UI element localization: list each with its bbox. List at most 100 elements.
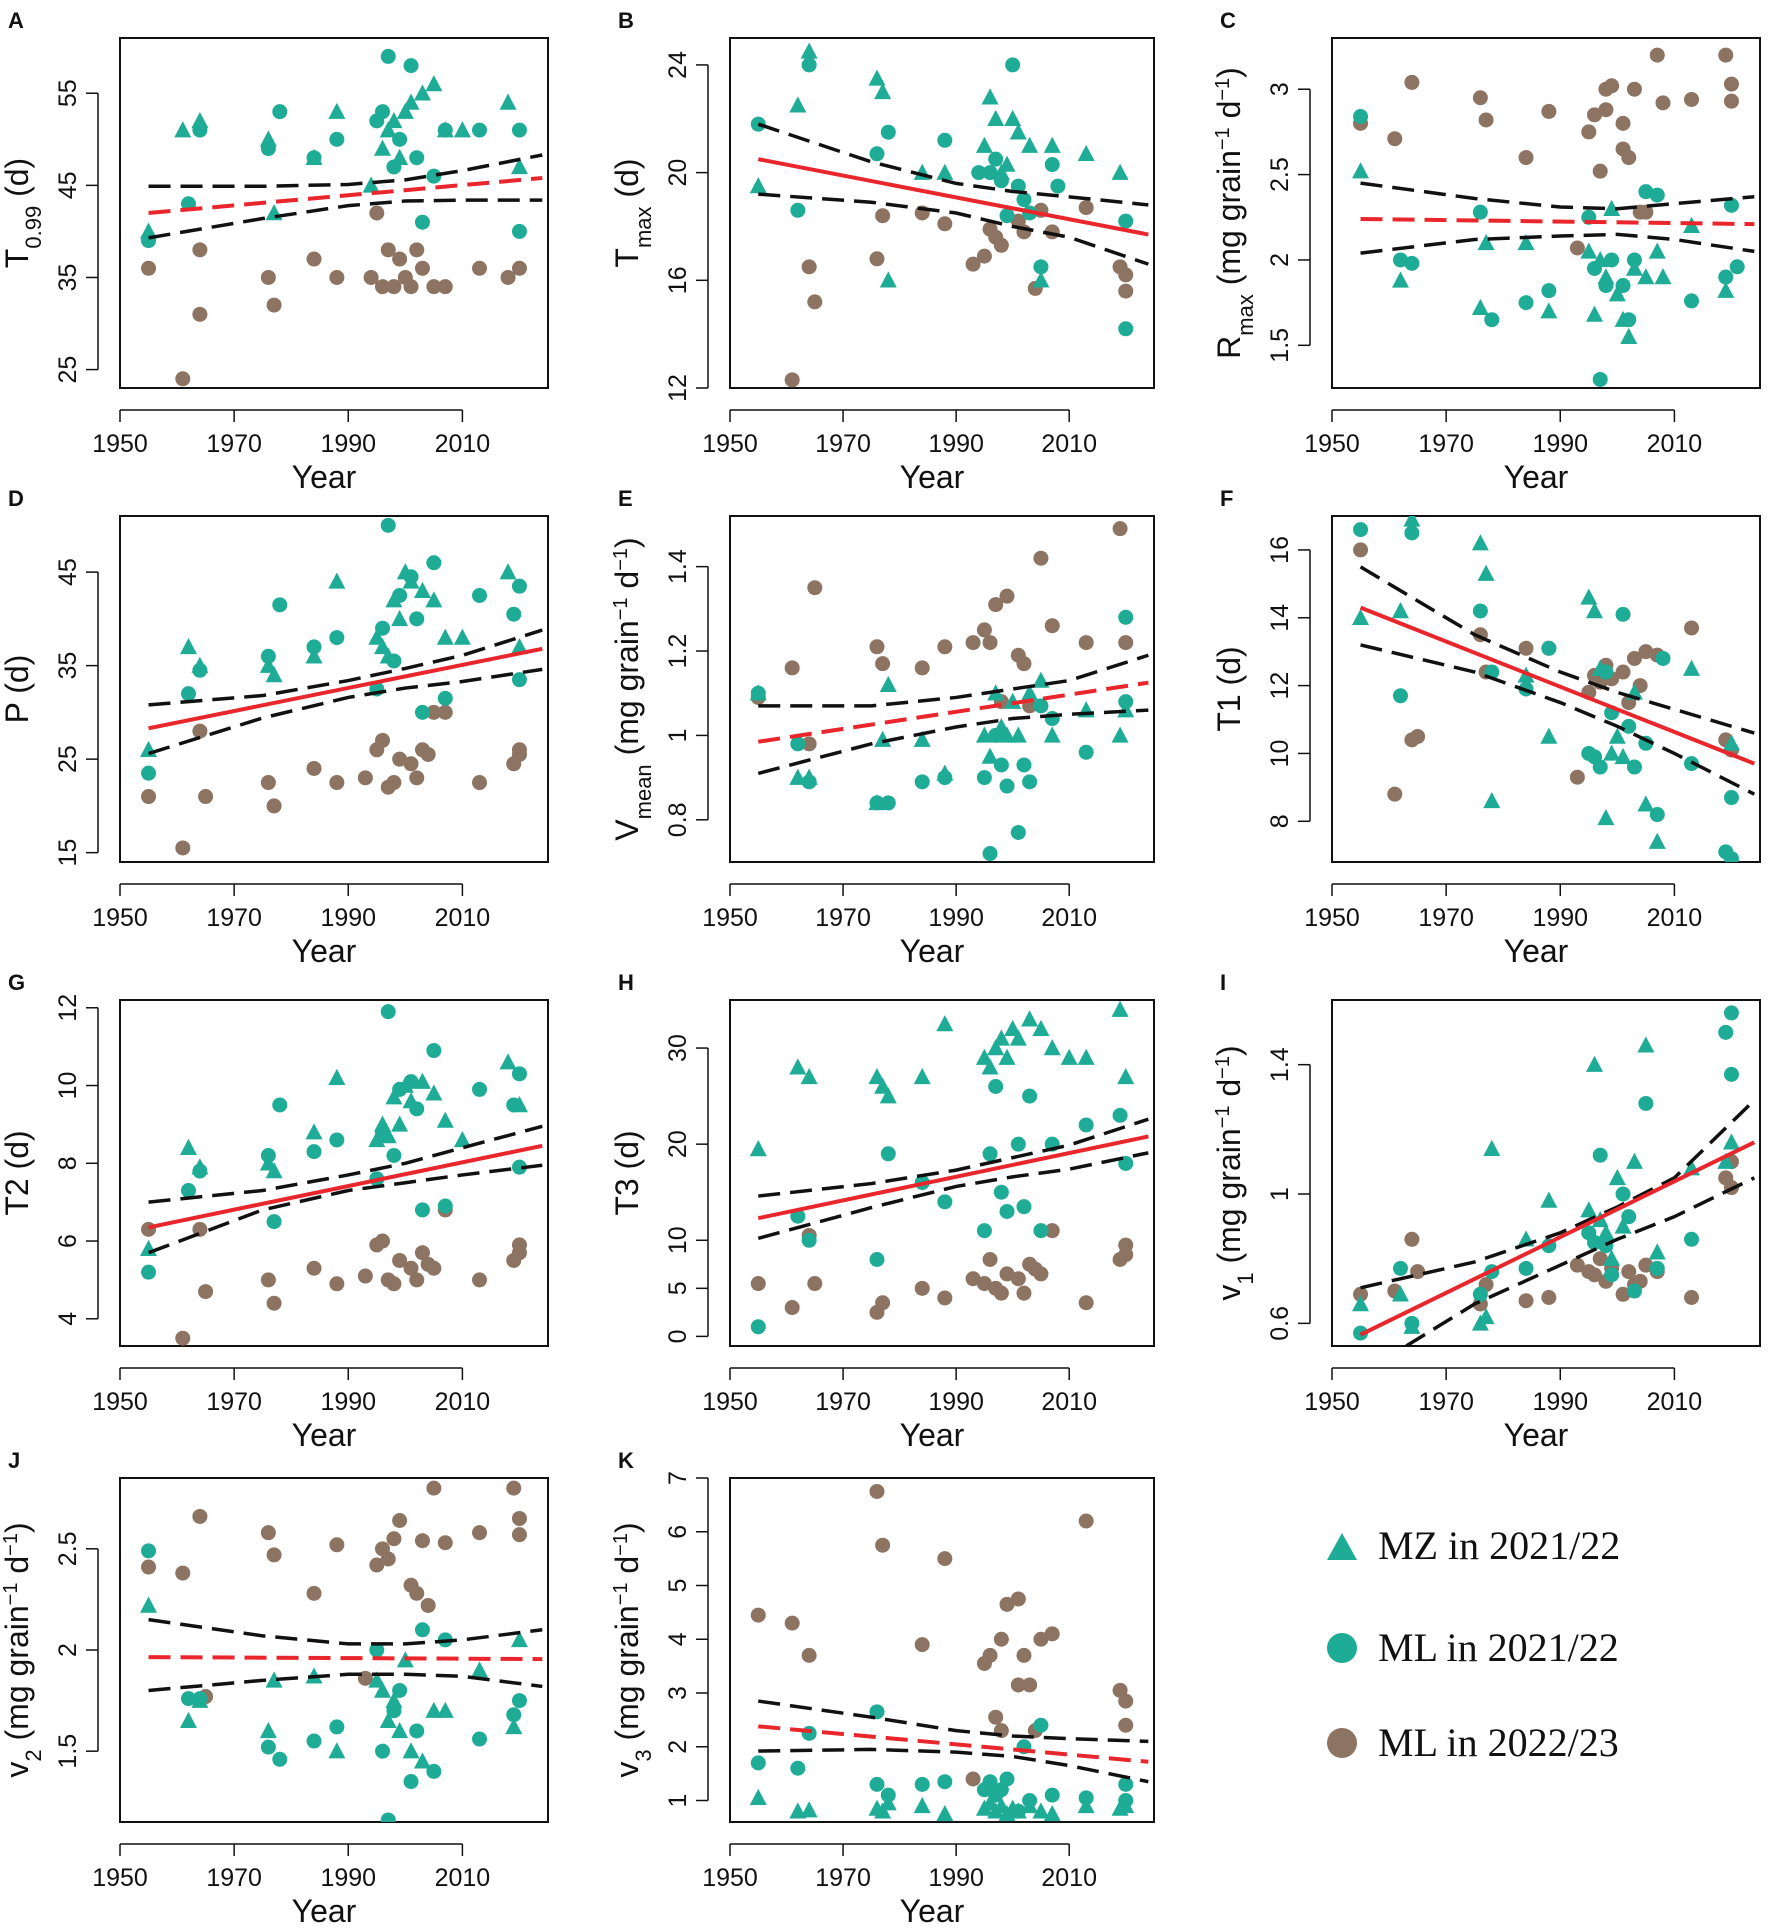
- panel-e-y-tick-label: 0.8: [664, 802, 692, 837]
- panel-c-point-ml21: [1649, 187, 1665, 203]
- panel-h-point-mz: [1117, 1067, 1135, 1085]
- panel-k-point-ml22: [1044, 1626, 1060, 1642]
- panel-h-point-mz: [936, 1015, 954, 1032]
- panel-c-point-ml22: [1472, 90, 1488, 106]
- panel-i-point-ml22: [1353, 1286, 1369, 1302]
- panel-f-point-mz: [1637, 795, 1655, 812]
- legend-triangle-marker: [1327, 1533, 1357, 1560]
- panel-i-point-mz: [1717, 1152, 1735, 1169]
- panel-g-point-ml22: [409, 1272, 425, 1288]
- panel-e-point-mz: [1009, 726, 1027, 743]
- panel-k-y-tick-label: 2: [664, 1740, 692, 1754]
- panel-d-point-ml21: [329, 630, 345, 646]
- panel-k-point-ml22: [875, 1537, 891, 1553]
- panel-i-point-mz: [1614, 1217, 1632, 1234]
- panel-f-point-mz: [1471, 534, 1489, 551]
- panel-c-x-tick-label: 1970: [1418, 430, 1474, 458]
- panel-e-ci-upper-line: [758, 653, 1149, 708]
- panel-d-point-ml21: [426, 555, 442, 571]
- panel-g-point-ml22: [141, 1221, 157, 1237]
- panel-d-plot-area: [140, 517, 543, 856]
- panel-f-x-tick-label: 2010: [1647, 904, 1703, 932]
- panel-k-x-tick-label: 1990: [928, 1864, 984, 1892]
- panel-c-point-mz: [1580, 242, 1598, 259]
- panel-d-point-ml22: [192, 723, 208, 739]
- panel-g-point-ml22: [357, 1268, 373, 1284]
- panel-e-point-ml21: [1010, 824, 1026, 840]
- panel-k-x-tick-label: 2010: [1041, 1864, 1097, 1892]
- panel-g-point-ml21: [426, 1043, 442, 1059]
- panel-i-plot-area: [1352, 1005, 1756, 1346]
- panel-c-plot-area: [1352, 47, 1755, 387]
- panel-i-point-ml21: [1626, 1283, 1642, 1299]
- panel-e-ci-lower-line: [757, 708, 1149, 776]
- panel-b-point-mz: [1032, 271, 1050, 288]
- panel-h-point-mz: [874, 1077, 892, 1094]
- panel-c-point-ml22: [1581, 124, 1597, 140]
- panel-g-ci-lower-line: [147, 1163, 543, 1255]
- panel-f-point-ml22: [1518, 640, 1534, 656]
- panel-i-y-tick-label: 0.6: [1266, 1306, 1294, 1341]
- panel-h-point-ml21: [750, 1319, 766, 1335]
- panel-e-plot-area: [749, 521, 1149, 862]
- panel-c-y-axis-label: Rmax (mg grain−1 d−1): [1211, 67, 1258, 359]
- panel-i-point-ml21: [1718, 1024, 1734, 1040]
- panel-k-point-mz: [913, 1796, 931, 1814]
- panel-b-point-ml22: [801, 259, 817, 275]
- panel-g-point-ml21: [437, 1198, 453, 1214]
- panel-h-x-tick-label: 2010: [1041, 1388, 1097, 1416]
- panel-b-point-mz: [1043, 136, 1061, 153]
- panel-k-point-ml22: [965, 1771, 981, 1787]
- panel-a-point-ml22: [260, 269, 276, 285]
- panel-k-y-tick-label: 5: [664, 1579, 692, 1593]
- panel-b-point-ml22: [1078, 200, 1094, 216]
- panel-j-point-ml22: [141, 1559, 157, 1575]
- panel-h-x-tick-label: 1950: [702, 1388, 758, 1416]
- panel-g-point-ml21: [511, 1066, 527, 1082]
- panel-d-point-mz: [379, 647, 397, 664]
- panel-a-point-ml22: [175, 371, 191, 387]
- panel-b-y-tick-label: 12: [664, 374, 692, 402]
- panel-h-point-ml21: [982, 1146, 998, 1162]
- panel-d-ci-lower-line: [148, 667, 543, 756]
- panel-d-point-mz: [328, 572, 346, 589]
- panel-c-x-axis-label: Year: [1504, 459, 1569, 495]
- panel-a-point-ml21: [392, 131, 408, 147]
- panel-f-point-mz: [1614, 747, 1632, 765]
- panel-c-point-mz: [1603, 199, 1621, 216]
- panel-f-point-ml22: [1615, 664, 1631, 680]
- panel-g-point-mz: [385, 1088, 403, 1105]
- panel-a-point-ml21: [511, 223, 527, 239]
- panel-c-y-tick-label: 2.5: [1266, 157, 1294, 192]
- panel-k-x-tick-label: 1950: [702, 1864, 758, 1892]
- panel-i-x-axis-label: Year: [1504, 1417, 1569, 1453]
- panel-j-point-ml21: [511, 1693, 527, 1709]
- panel-d-point-ml22: [141, 789, 157, 805]
- panel-b-point-mz: [987, 109, 1005, 126]
- panel-d-x-tick-label: 2010: [435, 904, 491, 932]
- panel-d-point-ml22: [260, 775, 276, 791]
- panel-e-y-tick-label: 1.2: [664, 634, 692, 669]
- panel-b: B 1950 1970 1990 2010 Year 12 16 20 24 Tmax (d): [609, 8, 1155, 495]
- panel-e-point-mz: [874, 730, 892, 747]
- panel-f-point-ml21: [1615, 606, 1631, 622]
- panel-j-point-ml22: [175, 1565, 191, 1581]
- panel-b-point-ml21: [971, 165, 987, 181]
- panel-e-y-tick-label: 1.4: [664, 549, 692, 584]
- panel-j-point-ml22: [414, 1533, 430, 1549]
- panel-b-y-tick-label: 16: [664, 266, 692, 294]
- panel-b-point-ml22: [1118, 283, 1134, 299]
- panel-e-point-mz: [975, 726, 993, 743]
- panel-h-point-mz: [992, 1029, 1010, 1046]
- panel-b-point-ml21: [750, 116, 766, 132]
- panel-a-point-mz: [385, 111, 403, 129]
- panel-j-point-ml22: [192, 1508, 208, 1524]
- panel-f-x-tick-label: 1970: [1418, 904, 1474, 932]
- panel-d-point-mz: [265, 666, 283, 683]
- panel-c-point-mz: [1352, 162, 1370, 179]
- panel-e-point-mz: [879, 675, 897, 693]
- panel-c-point-ml22: [1604, 78, 1620, 94]
- panel-b-point-ml21: [999, 208, 1015, 224]
- panel-a-y-tick-label: 45: [54, 171, 82, 199]
- panel-k-x-axis-label: Year: [900, 1893, 965, 1928]
